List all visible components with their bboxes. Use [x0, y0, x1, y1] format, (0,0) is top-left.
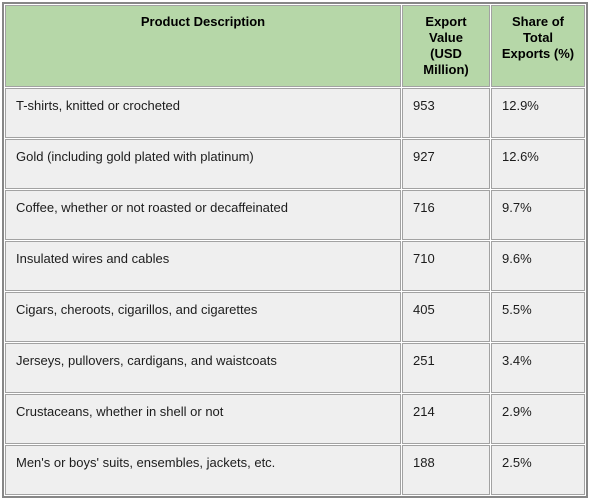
export-value-cell: 251 — [402, 343, 490, 393]
product-description-cell: Insulated wires and cables — [5, 241, 401, 291]
export-value-cell: 188 — [402, 445, 490, 495]
export-value-cell: 953 — [402, 88, 490, 138]
share-of-exports-cell: 3.4% — [491, 343, 585, 393]
top-exports-table: Product Description Export Value (USD Mi… — [2, 2, 588, 498]
table-row: Coffee, whether or not roasted or decaff… — [5, 190, 585, 240]
product-description-cell: Jerseys, pullovers, cardigans, and waist… — [5, 343, 401, 393]
share-of-exports-cell: 2.5% — [491, 445, 585, 495]
share-of-exports-cell: 2.9% — [491, 394, 585, 444]
export-value-cell: 710 — [402, 241, 490, 291]
table-header-row: Product Description Export Value (USD Mi… — [5, 5, 585, 87]
table-row: Cigars, cheroots, cigarillos, and cigare… — [5, 292, 585, 342]
header-export-value: Export Value (USD Million) — [402, 5, 490, 87]
product-description-cell: Crustaceans, whether in shell or not — [5, 394, 401, 444]
export-value-cell: 405 — [402, 292, 490, 342]
product-description-cell: Cigars, cheroots, cigarillos, and cigare… — [5, 292, 401, 342]
share-of-exports-cell: 9.7% — [491, 190, 585, 240]
export-value-cell: 927 — [402, 139, 490, 189]
share-of-exports-cell: 12.9% — [491, 88, 585, 138]
table-row: Men's or boys' suits, ensembles, jackets… — [5, 445, 585, 495]
share-of-exports-cell: 9.6% — [491, 241, 585, 291]
share-of-exports-cell: 12.6% — [491, 139, 585, 189]
table-row: Insulated wires and cables 710 9.6% — [5, 241, 585, 291]
header-product-description: Product Description — [5, 5, 401, 87]
product-description-cell: Men's or boys' suits, ensembles, jackets… — [5, 445, 401, 495]
header-share-of-total-exports: Share of Total Exports (%) — [491, 5, 585, 87]
product-description-cell: T-shirts, knitted or crocheted — [5, 88, 401, 138]
share-of-exports-cell: 5.5% — [491, 292, 585, 342]
table-row: Jerseys, pullovers, cardigans, and waist… — [5, 343, 585, 393]
table-row: T-shirts, knitted or crocheted 953 12.9% — [5, 88, 585, 138]
table-row: Crustaceans, whether in shell or not 214 2… — [5, 394, 585, 444]
export-value-cell: 716 — [402, 190, 490, 240]
table-row: Gold (including gold plated with platinu… — [5, 139, 585, 189]
export-value-cell: 214 — [402, 394, 490, 444]
product-description-cell: Gold (including gold plated with platinu… — [5, 139, 401, 189]
product-description-cell: Coffee, whether or not roasted or decaff… — [5, 190, 401, 240]
